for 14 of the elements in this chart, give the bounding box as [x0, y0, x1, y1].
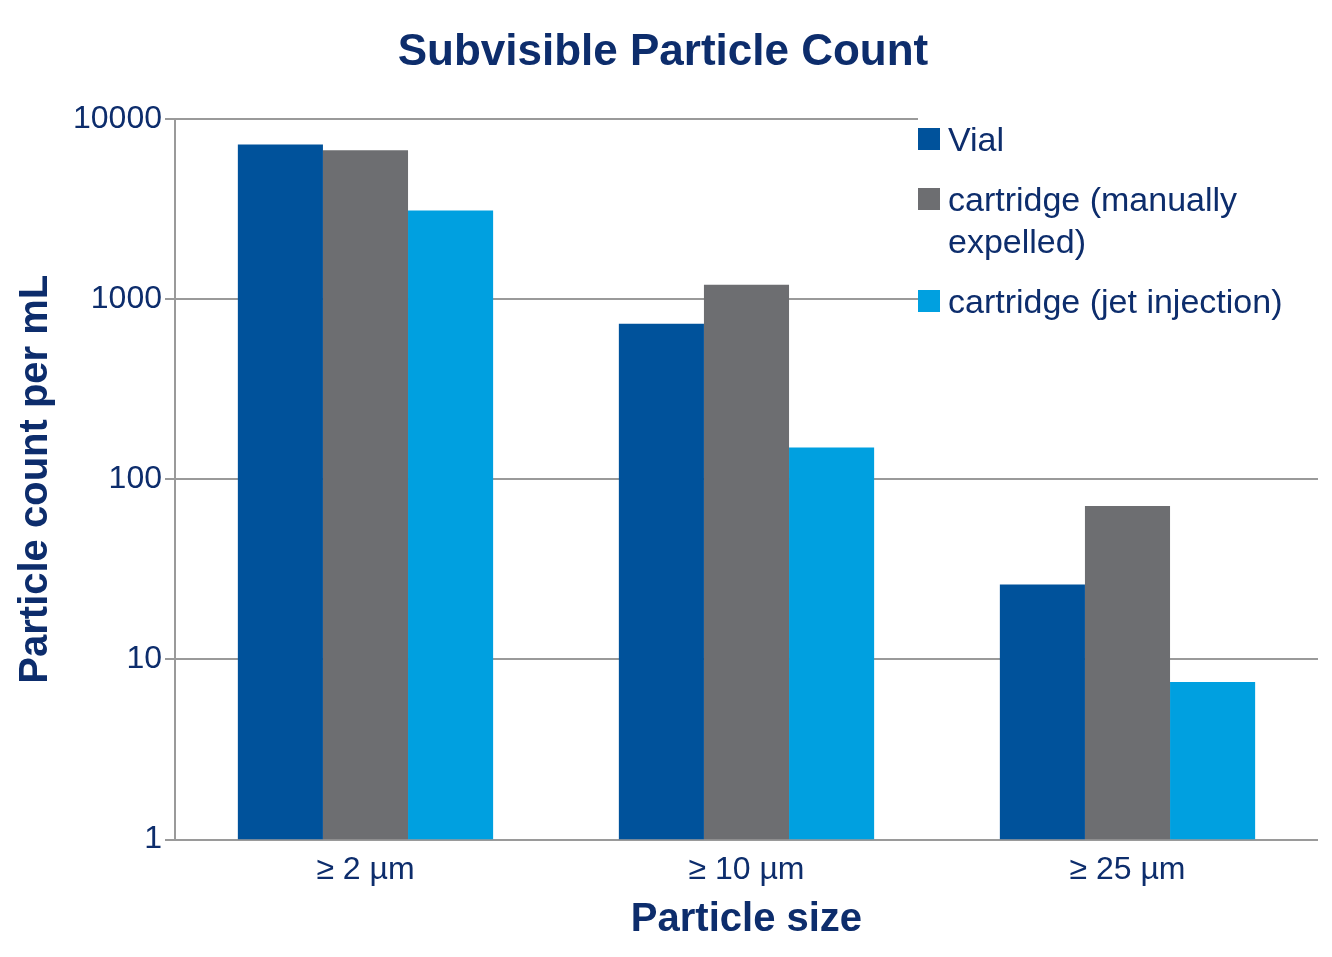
- y-tick-label: 1: [144, 819, 162, 856]
- y-tick-label: 1000: [90, 278, 162, 315]
- x-axis-title: Particle size: [630, 895, 863, 940]
- legend-label: cartridge (manually expelled): [948, 179, 1239, 262]
- y-tick-label: 100: [108, 459, 162, 496]
- x-tick-label: ≥ 10 µm: [688, 849, 805, 886]
- y-tick-label: 10000: [73, 98, 162, 135]
- chart-title: Subvisible Particle Count: [397, 24, 929, 74]
- y-axis-title: Particle count per mL: [11, 274, 56, 684]
- y-tick-label: 10: [126, 639, 162, 676]
- legend-label: Vial: [948, 119, 1005, 160]
- legend-label: cartridge (jet injection): [948, 281, 1283, 322]
- x-tick-label: ≥ 2 µm: [316, 849, 415, 886]
- x-tick-label: ≥ 25 µm: [1069, 849, 1186, 886]
